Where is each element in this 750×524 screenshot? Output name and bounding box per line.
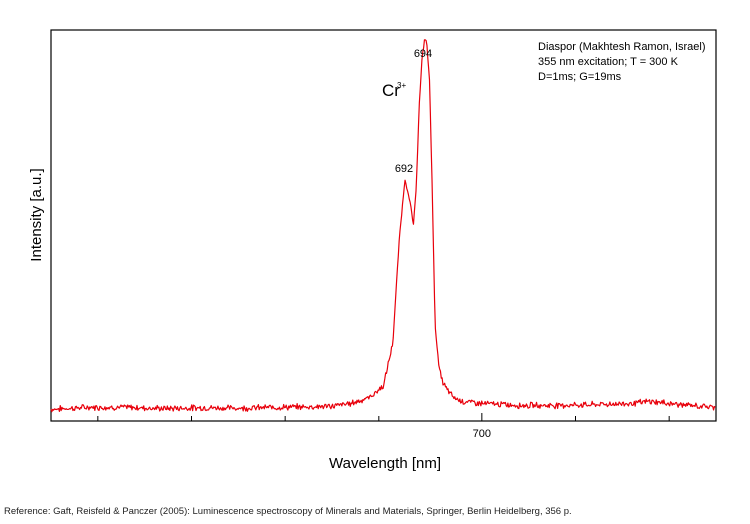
peak-label-692: 692 bbox=[395, 163, 413, 175]
major-ticks: 700 bbox=[473, 413, 491, 440]
ion-label: Cr bbox=[382, 81, 400, 100]
y-axis-label: Intensity [a.u.] bbox=[28, 168, 45, 261]
x-axis-label: Wavelength [nm] bbox=[329, 455, 441, 472]
x-tick-label-0: 700 bbox=[473, 428, 491, 440]
ion-charge-label: 3+ bbox=[397, 81, 406, 90]
spectrum-chart: 700 Wavelength [nm] Intensity [a.u.] 692… bbox=[28, 29, 717, 472]
plot-frame bbox=[50, 29, 717, 422]
peak-label-694: 694 bbox=[414, 48, 432, 60]
series-line bbox=[50, 39, 716, 413]
sample-info-line-1: Diaspor (Makhtesh Ramon, Israel) bbox=[538, 41, 706, 53]
reference-caption: Reference: Gaft, Reisfeld & Panczer (200… bbox=[4, 506, 572, 517]
sample-info-line-3: D=1ms; G=19ms bbox=[538, 71, 622, 83]
sample-info-line-2: 355 nm excitation; T = 300 K bbox=[538, 56, 679, 68]
minor-ticks bbox=[97, 416, 670, 421]
